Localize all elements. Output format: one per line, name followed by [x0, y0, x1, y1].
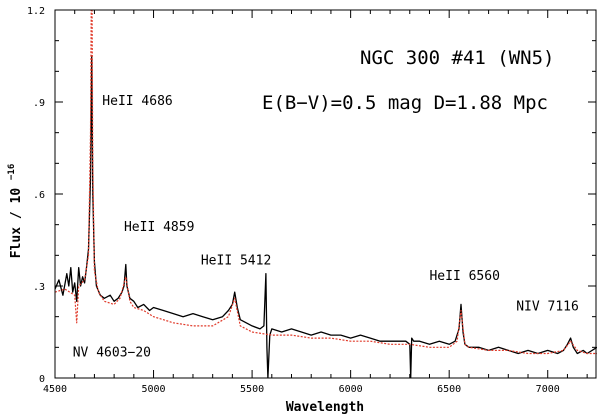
y-tick-label: 1.2 — [27, 6, 45, 17]
y-tick-label: .9 — [33, 98, 45, 109]
y-tick-label: .6 — [33, 190, 45, 201]
chart-subtitle: E(B−V)=0.5 mag D=1.88 Mpc — [262, 92, 548, 114]
y-axis-label: Flux / 10 −16 — [7, 164, 24, 259]
spectral-line-label: NIV 7116 — [516, 300, 579, 315]
y-tick-label: .3 — [33, 282, 45, 293]
x-axis-label: Wavelength — [286, 400, 364, 415]
svg-text:Flux / 10 −16: Flux / 10 −16 — [7, 164, 24, 259]
x-tick-label: 7000 — [536, 384, 560, 395]
spectral-line-label: HeII 4686 — [102, 94, 172, 109]
spectral-line-label: HeII 5412 — [201, 254, 271, 269]
x-tick-label: 4500 — [43, 384, 67, 395]
model-spectrum-line — [55, 10, 597, 355]
axis-ticks: 4500 5000 5500 6000 6500 7000 0 .3 .6 .9 1.2 — [27, 6, 596, 395]
x-tick-label: 6500 — [437, 384, 461, 395]
line-annotations: HeII 4686 HeII 4859 HeII 5412 HeII 6560 NIV … — [73, 94, 579, 360]
y-axis-label-exponent: −16 — [7, 164, 17, 180]
spectral-line-label: HeII 6560 — [429, 269, 499, 284]
y-tick-label: 0 — [39, 374, 45, 385]
x-tick-label: 5000 — [141, 384, 165, 395]
spectral-line-label: HeII 4859 — [124, 220, 194, 235]
x-tick-label: 6000 — [339, 384, 363, 395]
spectral-line-label: NV 4603−20 — [73, 346, 151, 361]
y-axis-label-text: Flux / 10 — [9, 188, 24, 259]
x-tick-label: 5500 — [240, 384, 264, 395]
spectrum-curves — [55, 10, 597, 378]
chart-title: NGC 300 #41 (WN5) — [360, 47, 554, 69]
